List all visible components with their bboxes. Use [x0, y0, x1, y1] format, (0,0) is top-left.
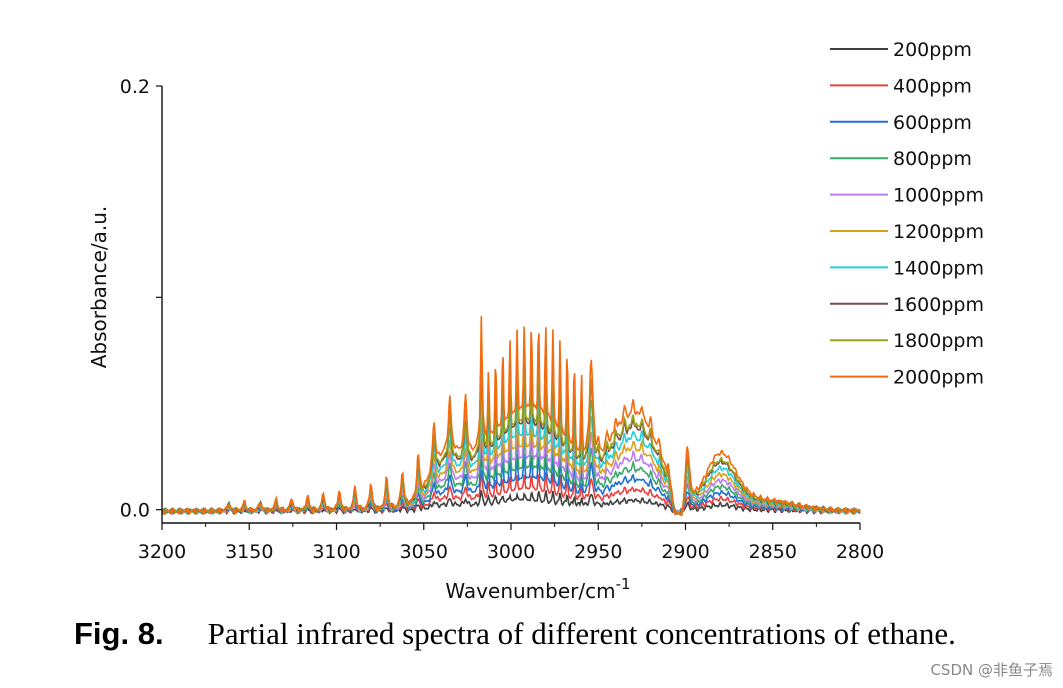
x-tick-label: 2900 [661, 541, 709, 563]
x-tick-label: 3150 [225, 541, 273, 563]
legend-label-1400ppm: 1400ppm [893, 257, 984, 279]
legend-label-200ppm: 200ppm [893, 39, 972, 61]
x-tick-label: 3100 [312, 541, 360, 563]
watermark: CSDN @非鱼子焉 [930, 661, 1053, 679]
legend-label-1000ppm: 1000ppm [893, 185, 984, 207]
y-axis-title: Absorbance/a.u. [87, 206, 111, 369]
caption-label: Fig. 8. [74, 616, 164, 651]
legend-label-600ppm: 600ppm [893, 112, 972, 134]
x-axis-title-superscript: -1 [616, 575, 631, 593]
x-tick-label: 2850 [749, 541, 797, 563]
caption-text: Partial infrared spectra of different co… [207, 616, 956, 651]
series-line-400ppm [161, 469, 861, 516]
legend-label-2000ppm: 2000ppm [893, 367, 984, 389]
legend-label-1600ppm: 1600ppm [893, 294, 984, 316]
figure-caption: Fig. 8. Partial infrared spectra of diff… [74, 616, 956, 652]
y-tick-label: 0.2 [120, 76, 150, 98]
ticks: 3200 3150 3100 3050 3000 2950 2900 2850 2800 0.0 0… [120, 76, 884, 563]
x-axis-title-text: Wavenumber/cm [445, 579, 615, 603]
x-tick-label: 2950 [574, 541, 622, 563]
x-tick-label: 3200 [138, 541, 186, 563]
series-lines [161, 316, 861, 517]
legend-label-1200ppm: 1200ppm [893, 221, 984, 243]
y-tick-label: 0.0 [120, 500, 150, 522]
legend: 200ppm 400ppm 600ppm 800ppm 1000ppm 1200ppm 14… [830, 39, 984, 389]
legend-label-400ppm: 400ppm [893, 75, 972, 97]
x-tick-label: 2800 [836, 541, 884, 563]
legend-label-800ppm: 800ppm [893, 148, 972, 170]
x-tick-label: 3050 [400, 541, 448, 563]
x-tick-label: 3000 [487, 541, 535, 563]
series-line-2000ppm [161, 316, 861, 517]
legend-label-1800ppm: 1800ppm [893, 330, 984, 352]
x-axis-title: Wavenumber/cm-1 [445, 575, 630, 603]
